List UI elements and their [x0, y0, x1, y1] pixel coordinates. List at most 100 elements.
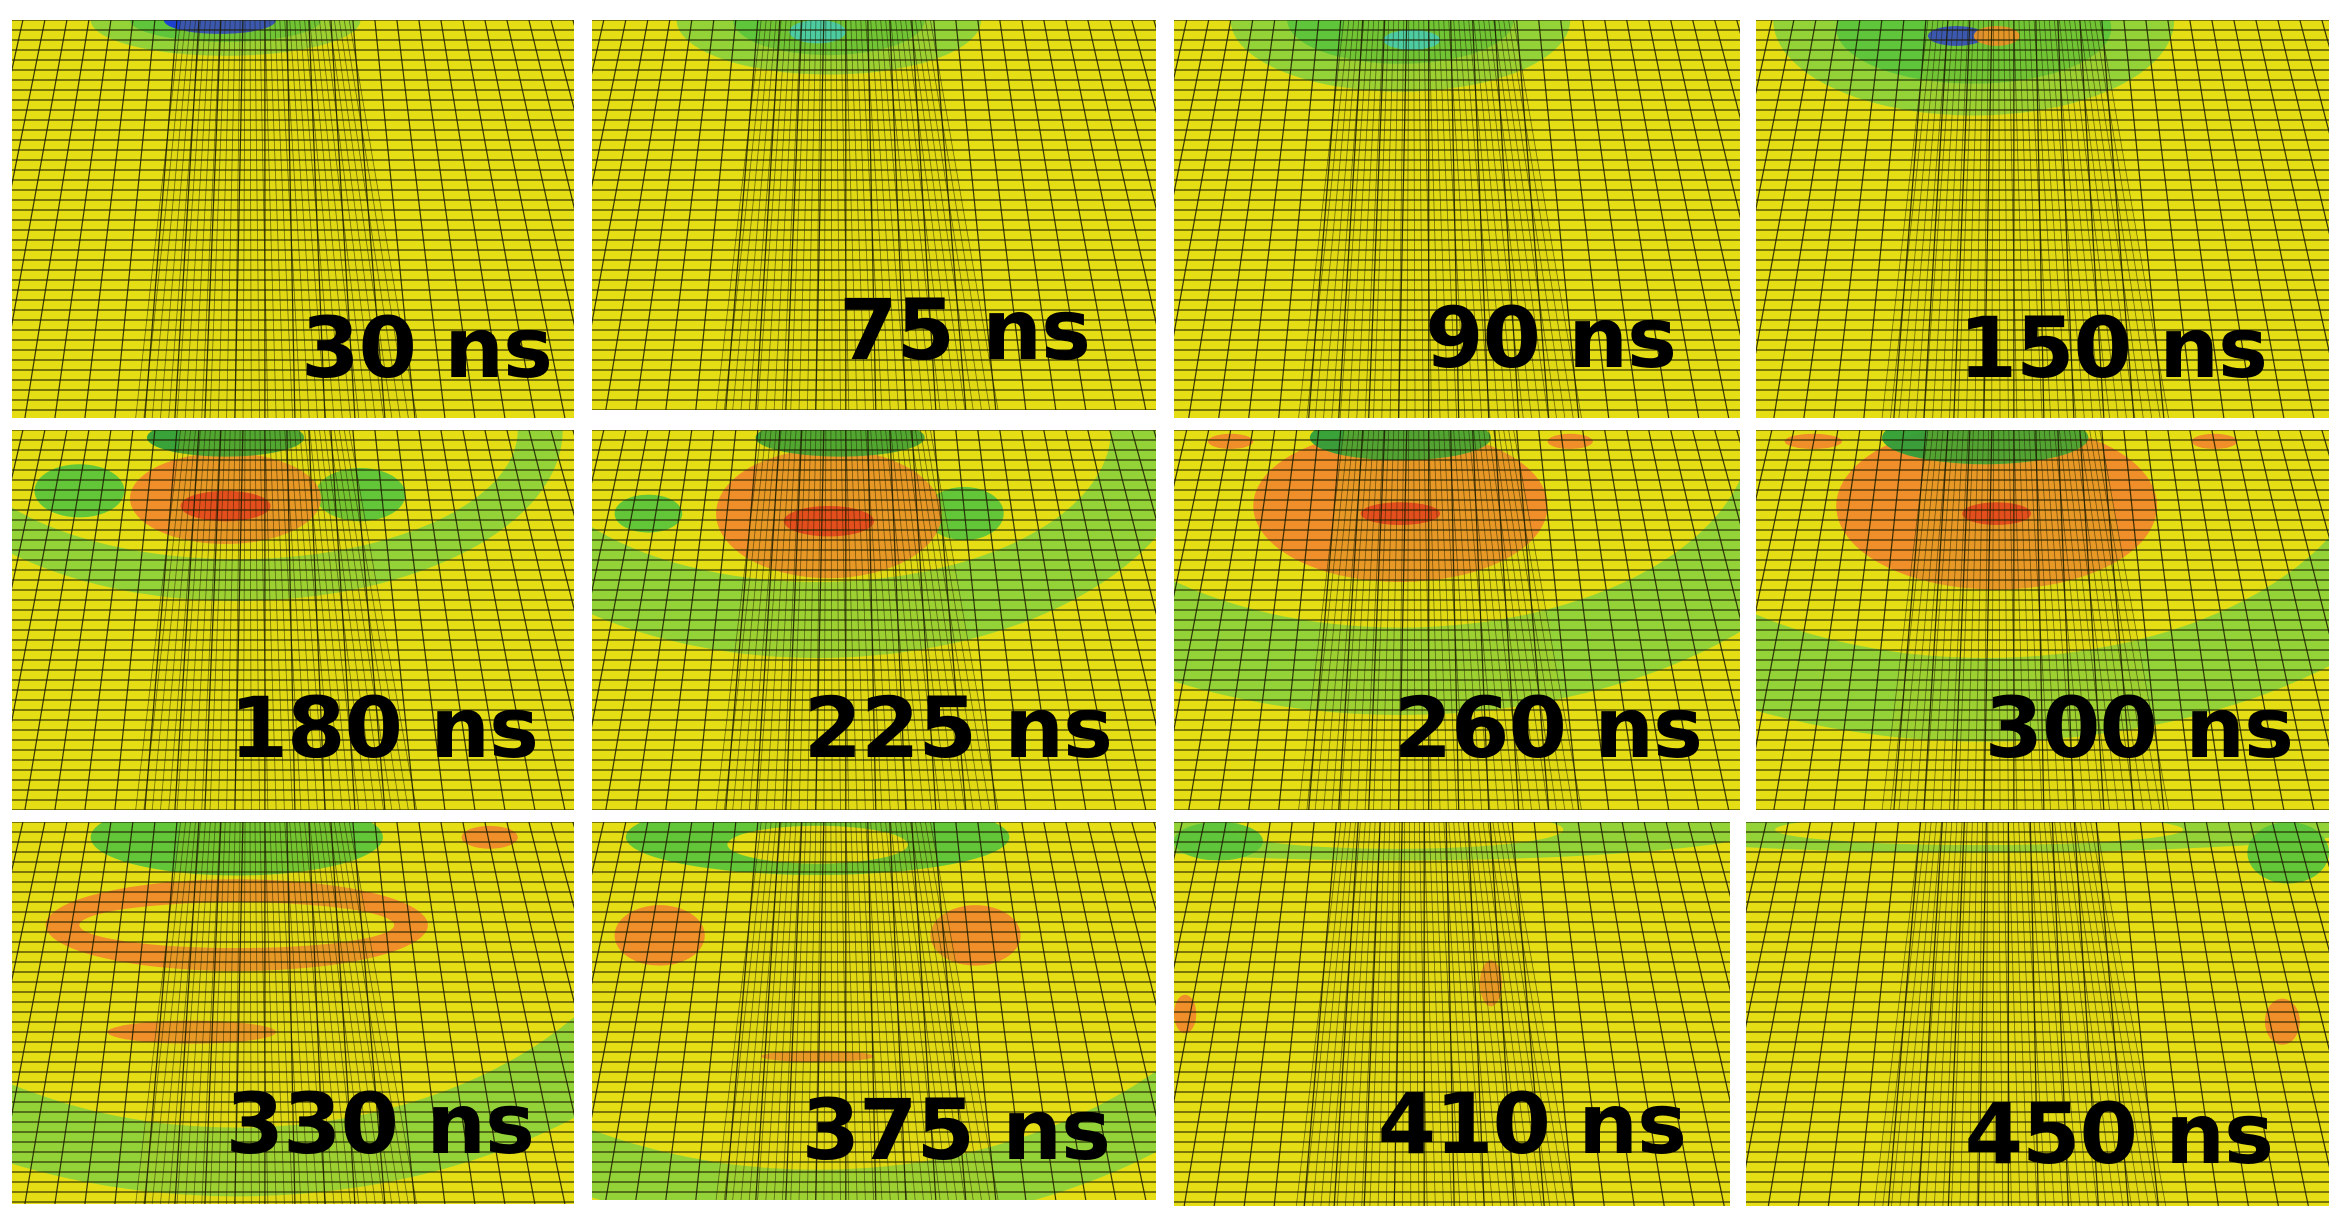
- mesh-line: [234, 430, 241, 810]
- mesh-line: [348, 20, 418, 418]
- mesh-line: [242, 430, 246, 810]
- mesh-line: [765, 430, 792, 810]
- mesh-line: [1998, 430, 2001, 810]
- mesh-line: [314, 822, 360, 1204]
- mesh-line: [2018, 20, 2035, 418]
- mesh-line: [1925, 822, 1953, 1206]
- mesh-line: [1797, 822, 1855, 1206]
- mesh-line: [1453, 822, 1485, 1206]
- mesh-line: [1503, 20, 1566, 418]
- mesh-line: [2028, 430, 2051, 810]
- mesh-line: [1687, 822, 1730, 992]
- mesh-line: [1890, 20, 1934, 418]
- mesh-line: [143, 430, 186, 810]
- mesh-line: [1756, 20, 1795, 212]
- mesh-line: [815, 822, 825, 1200]
- mesh-line: [695, 822, 737, 1200]
- mesh-line: [773, 822, 797, 1200]
- mesh-line: [798, 20, 812, 410]
- mesh-line: [12, 822, 68, 1117]
- mesh-line: [1448, 430, 1474, 810]
- mesh-line: [2043, 20, 2077, 418]
- mesh-line: [1248, 430, 1298, 810]
- mesh-line: [2090, 822, 2158, 1206]
- fine-mesh-zone: [1296, 822, 1575, 1206]
- mesh-line: [264, 430, 277, 810]
- mesh-line: [900, 822, 949, 1200]
- mesh-line: [1453, 20, 1483, 418]
- mesh-line: [396, 20, 446, 418]
- mesh-line: [1398, 20, 1408, 418]
- mesh-line: [269, 20, 285, 418]
- mesh-line: [1626, 430, 1700, 810]
- tension-zone: [1207, 433, 1254, 449]
- mesh-line: [2211, 430, 2285, 810]
- mesh-line: [925, 822, 991, 1200]
- mesh-line: [2069, 20, 2119, 418]
- mesh-line: [592, 822, 649, 1119]
- mesh-line: [723, 20, 767, 410]
- mesh-line: [2084, 20, 2144, 418]
- mesh-line: [845, 430, 858, 810]
- mesh-line: [815, 430, 822, 810]
- mesh-line: [2008, 430, 2018, 810]
- mesh-line: [1982, 20, 1989, 418]
- mesh-line: [1957, 20, 1974, 418]
- mesh-line: [1448, 822, 1477, 1206]
- mesh-line: [254, 430, 261, 810]
- mesh-line: [1965, 20, 1979, 418]
- mesh-line: [1344, 822, 1371, 1206]
- mesh-plot: [1746, 822, 2329, 1206]
- time-label: 410 ns: [1377, 1075, 1687, 1173]
- mesh-line: [242, 822, 246, 1204]
- mesh-line: [2058, 20, 2102, 418]
- mesh-line: [1533, 822, 1575, 1206]
- mesh-line: [242, 20, 246, 418]
- mesh-line: [1463, 822, 1502, 1206]
- fine-mesh-grid: [1298, 20, 1582, 418]
- mesh-line: [2038, 430, 2068, 810]
- mesh-line: [1021, 430, 1087, 810]
- mesh-line: [2058, 430, 2102, 810]
- mesh-line: [806, 430, 817, 810]
- mesh-line: [1599, 822, 1665, 1206]
- mesh-line: [193, 822, 216, 1204]
- mesh-grid: [1174, 822, 1730, 1206]
- mesh-line: [184, 20, 211, 418]
- mesh-line: [815, 20, 825, 410]
- mesh-line: [1555, 822, 1605, 1206]
- mesh-line: [999, 430, 1057, 810]
- time-label: 90 ns: [1425, 289, 1677, 387]
- mesh-line: [895, 430, 941, 810]
- mesh-line: [374, 20, 416, 418]
- mesh-line: [1974, 20, 1984, 418]
- mesh-line: [1336, 822, 1366, 1206]
- mesh-line: [925, 430, 991, 810]
- mesh-line: [2013, 20, 2026, 418]
- mesh-line: [2095, 822, 2167, 1206]
- mesh-line: [1458, 20, 1491, 418]
- mesh-line: [1369, 822, 1386, 1206]
- mesh-line: [592, 20, 627, 188]
- mesh-line: [1932, 20, 1959, 418]
- mesh-line: [289, 822, 318, 1204]
- mesh-line: [2299, 20, 2329, 134]
- mesh-line: [1472, 822, 1518, 1206]
- mesh-line: [1494, 20, 1520, 418]
- mesh-line: [201, 822, 221, 1204]
- mesh-line: [1428, 20, 1441, 418]
- mesh-line: [204, 20, 222, 418]
- mesh-line: [299, 822, 335, 1204]
- mesh-line: [2145, 430, 2195, 810]
- mesh-line: [2099, 20, 2169, 418]
- fine-mesh-grid: [715, 822, 999, 1200]
- mesh-line: [1323, 20, 1360, 418]
- mesh-line: [867, 430, 877, 810]
- mesh-line: [1473, 20, 1516, 418]
- mesh-line: [2079, 822, 2141, 1206]
- mesh-line: [885, 20, 924, 410]
- fine-mesh-zone: [135, 822, 417, 1204]
- mesh-line: [168, 20, 201, 418]
- mesh-line: [1508, 430, 1574, 810]
- mesh-line: [999, 20, 1057, 410]
